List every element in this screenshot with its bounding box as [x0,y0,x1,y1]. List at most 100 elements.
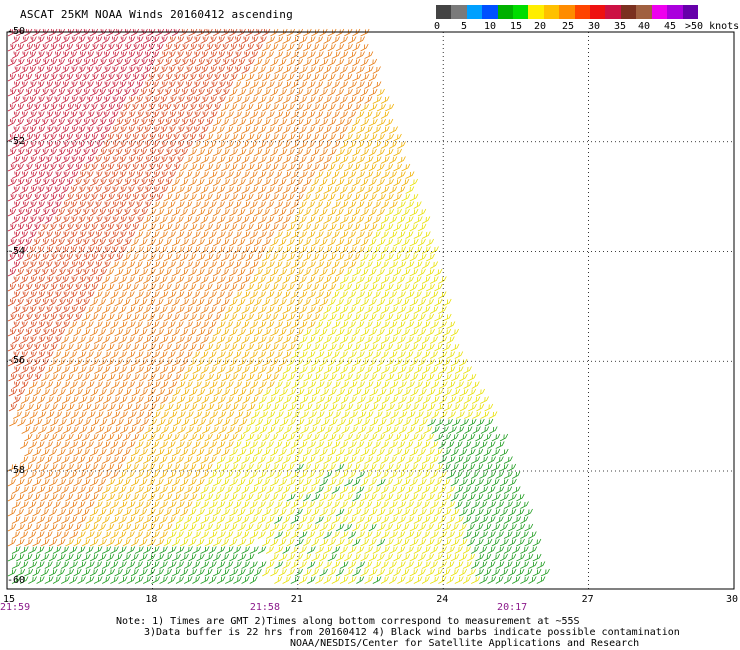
wind-barb [48,538,58,547]
wind-barb [344,103,353,112]
wind-barb [405,186,415,194]
wind-barb [130,343,140,352]
wind-barb [188,463,197,472]
wind-barb [270,328,280,337]
wind-barb [270,508,279,517]
wind-barb [7,553,17,562]
wind-barb [499,508,509,517]
wind-barb [274,171,283,179]
wind-barb [249,336,259,344]
wind-barb [417,448,426,457]
wind-barb [369,388,379,397]
wind-barb [409,268,419,277]
wind-barb [98,133,108,142]
wind-barb [57,223,66,232]
wind-barb [319,283,328,292]
wind-barb [134,186,144,194]
wind-barb [89,178,99,187]
wind-barb [290,501,299,509]
wind-barb [348,486,357,494]
wind-barb [282,471,292,479]
wind-barb [352,268,362,277]
wind-barb [134,501,144,509]
wind-barb [225,531,234,539]
wind-barb [89,448,99,457]
wind-barb [401,358,410,367]
wind-barb [245,73,255,82]
wind-barb [93,516,102,524]
wind-barb [40,448,50,457]
wind-barb [467,388,477,397]
wind-barb [270,538,279,547]
color-swatch [590,5,606,19]
wind-barb [118,351,128,359]
wind-barb [266,141,274,149]
wind-barb [98,43,107,52]
wind-barb [315,246,324,254]
wind-barb [389,576,398,584]
wind-barb [319,163,329,172]
wind-barb [163,538,172,547]
wind-barb [464,426,473,434]
wind-barb [61,126,70,134]
wind-barb [122,268,132,277]
wind-barb [159,486,169,494]
wind-barb [278,373,288,382]
wind-barb [197,388,206,397]
wind-barb [225,126,234,134]
wind-barb [184,51,193,59]
wind-barb [180,118,189,127]
wind-barb [438,321,448,329]
wind-barb [40,478,50,487]
wind-barb [294,73,304,82]
wind-barb [516,508,525,517]
wind-barb [147,508,156,517]
wind-barb [17,418,26,427]
wind-barb [225,51,234,59]
wind-barb [114,493,123,502]
wind-barb [307,441,317,449]
wind-barb [229,373,239,382]
wind-barb [446,486,456,494]
wind-barb [188,268,198,277]
wind-barb [352,523,361,532]
wind-barb [487,441,496,449]
wind-barb [348,66,357,74]
wind-barb [286,358,295,367]
wind-barb [368,523,377,532]
wind-barb [57,133,66,142]
wind-barb [77,486,87,494]
wind-barb [397,231,406,239]
wind-barb [164,418,173,427]
wind-barb [110,216,119,224]
wind-barb [98,313,107,322]
wind-barb [11,501,21,509]
wind-barb [368,208,377,217]
wind-barb [372,261,382,269]
wind-barb [216,156,226,164]
wind-barb [262,208,270,217]
wind-barb [213,373,222,382]
wind-barb [467,433,476,442]
wind-barb [298,321,308,329]
wind-barb [65,268,74,277]
wind-barb [450,358,460,367]
wind-barb [438,441,447,449]
wind-barb [65,328,74,337]
scale-label: >50 knots [685,21,740,32]
wind-barb [271,403,280,412]
wind-barb [32,73,42,82]
wind-barb [270,268,279,277]
wind-barb [401,328,410,337]
wind-barb [188,73,197,82]
wind-barb [152,426,162,434]
wind-barb [319,88,328,97]
wind-barb [307,186,316,194]
wind-barb [52,66,62,74]
wind-barb [106,538,116,547]
wind-barb [106,493,116,502]
wind-barb [480,426,490,434]
wind-barb [40,133,50,142]
wind-barb [249,186,259,194]
